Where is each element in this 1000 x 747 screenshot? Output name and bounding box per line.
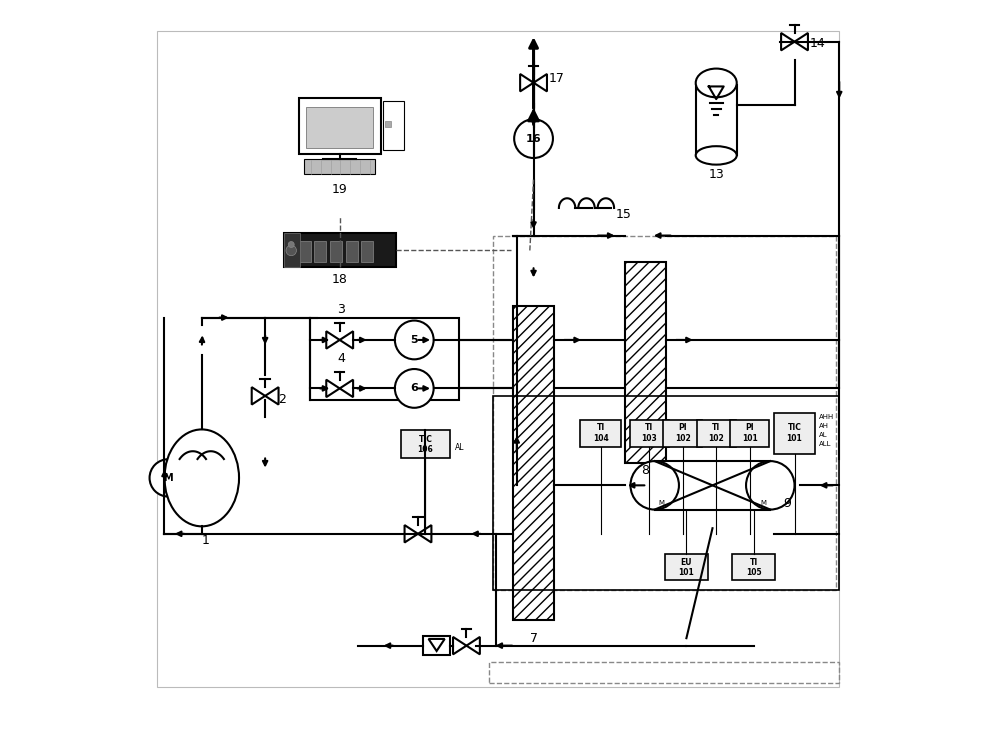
Text: 14: 14 [809, 37, 825, 50]
Text: EU
101: EU 101 [679, 558, 694, 577]
Text: 13: 13 [708, 169, 724, 182]
FancyBboxPatch shape [697, 420, 736, 447]
Text: 1: 1 [202, 534, 209, 547]
Text: PI
101: PI 101 [742, 424, 758, 443]
Ellipse shape [630, 461, 679, 509]
Ellipse shape [746, 461, 795, 509]
Polygon shape [453, 637, 466, 654]
Text: 19: 19 [332, 183, 348, 196]
Text: 6: 6 [410, 383, 418, 394]
Bar [299, 241, 311, 261]
Bar [284, 233, 300, 267]
Bar [330, 241, 342, 261]
Text: TIC
106: TIC 106 [418, 435, 433, 454]
Text: M: M [761, 500, 767, 506]
Polygon shape [265, 387, 279, 405]
Polygon shape [466, 637, 480, 654]
Bar [306, 107, 373, 148]
Bar [346, 241, 358, 261]
Text: 17: 17 [548, 72, 564, 85]
Text: AHH: AHH [819, 414, 834, 420]
FancyBboxPatch shape [774, 412, 815, 453]
Text: 15: 15 [616, 208, 631, 221]
Circle shape [395, 320, 434, 359]
Bar [157, 31, 839, 686]
Bar [493, 396, 839, 589]
Text: TI
105: TI 105 [746, 558, 761, 577]
Polygon shape [429, 639, 445, 651]
Polygon shape [326, 379, 340, 397]
Text: 4: 4 [337, 352, 345, 365]
FancyBboxPatch shape [401, 430, 450, 459]
Text: AL: AL [819, 433, 828, 438]
Polygon shape [534, 74, 547, 91]
Text: AH: AH [819, 423, 829, 429]
Bar [310, 317, 459, 400]
Text: 2: 2 [279, 393, 286, 406]
Text: 18: 18 [332, 273, 348, 286]
Text: 9: 9 [783, 498, 791, 510]
Bar [655, 461, 770, 509]
Bar [299, 98, 381, 154]
Text: TI
102: TI 102 [708, 424, 724, 443]
Text: 7: 7 [530, 632, 538, 645]
Circle shape [288, 241, 294, 247]
Text: ALL: ALL [819, 441, 832, 447]
Bar [625, 261, 666, 463]
Bar [513, 306, 554, 619]
Text: AL: AL [455, 443, 465, 452]
Polygon shape [781, 33, 795, 51]
Circle shape [395, 369, 434, 408]
Bar [423, 636, 450, 655]
Text: TI
104: TI 104 [593, 424, 609, 443]
Text: M: M [163, 473, 173, 483]
Polygon shape [252, 387, 265, 405]
Text: TIC
101: TIC 101 [787, 424, 802, 443]
Text: TI
103: TI 103 [641, 424, 657, 443]
FancyBboxPatch shape [730, 420, 769, 447]
Polygon shape [340, 379, 353, 397]
Polygon shape [418, 525, 431, 542]
Bar [284, 233, 396, 267]
Text: 8: 8 [641, 464, 649, 477]
Bar [696, 85, 737, 155]
Text: PI
102: PI 102 [675, 424, 691, 443]
Circle shape [286, 245, 296, 255]
Ellipse shape [696, 146, 737, 164]
Text: 5: 5 [410, 335, 418, 345]
Bar [361, 241, 373, 261]
FancyBboxPatch shape [630, 420, 669, 447]
Circle shape [514, 120, 553, 158]
Polygon shape [795, 33, 808, 51]
Ellipse shape [696, 69, 737, 97]
Polygon shape [326, 331, 340, 349]
Polygon shape [520, 74, 534, 91]
Ellipse shape [164, 430, 239, 527]
Bar [383, 102, 404, 150]
FancyBboxPatch shape [663, 420, 702, 447]
Text: M: M [658, 500, 664, 506]
Bar [489, 662, 839, 683]
Bar [304, 159, 375, 173]
Bar [493, 235, 836, 589]
FancyBboxPatch shape [580, 420, 621, 447]
Bar [385, 122, 391, 128]
Bar [314, 241, 326, 261]
FancyBboxPatch shape [665, 554, 708, 580]
FancyBboxPatch shape [732, 554, 775, 580]
Text: 3: 3 [337, 303, 345, 316]
Circle shape [150, 459, 187, 497]
Polygon shape [405, 525, 418, 542]
Polygon shape [340, 331, 353, 349]
Text: 16: 16 [526, 134, 541, 143]
